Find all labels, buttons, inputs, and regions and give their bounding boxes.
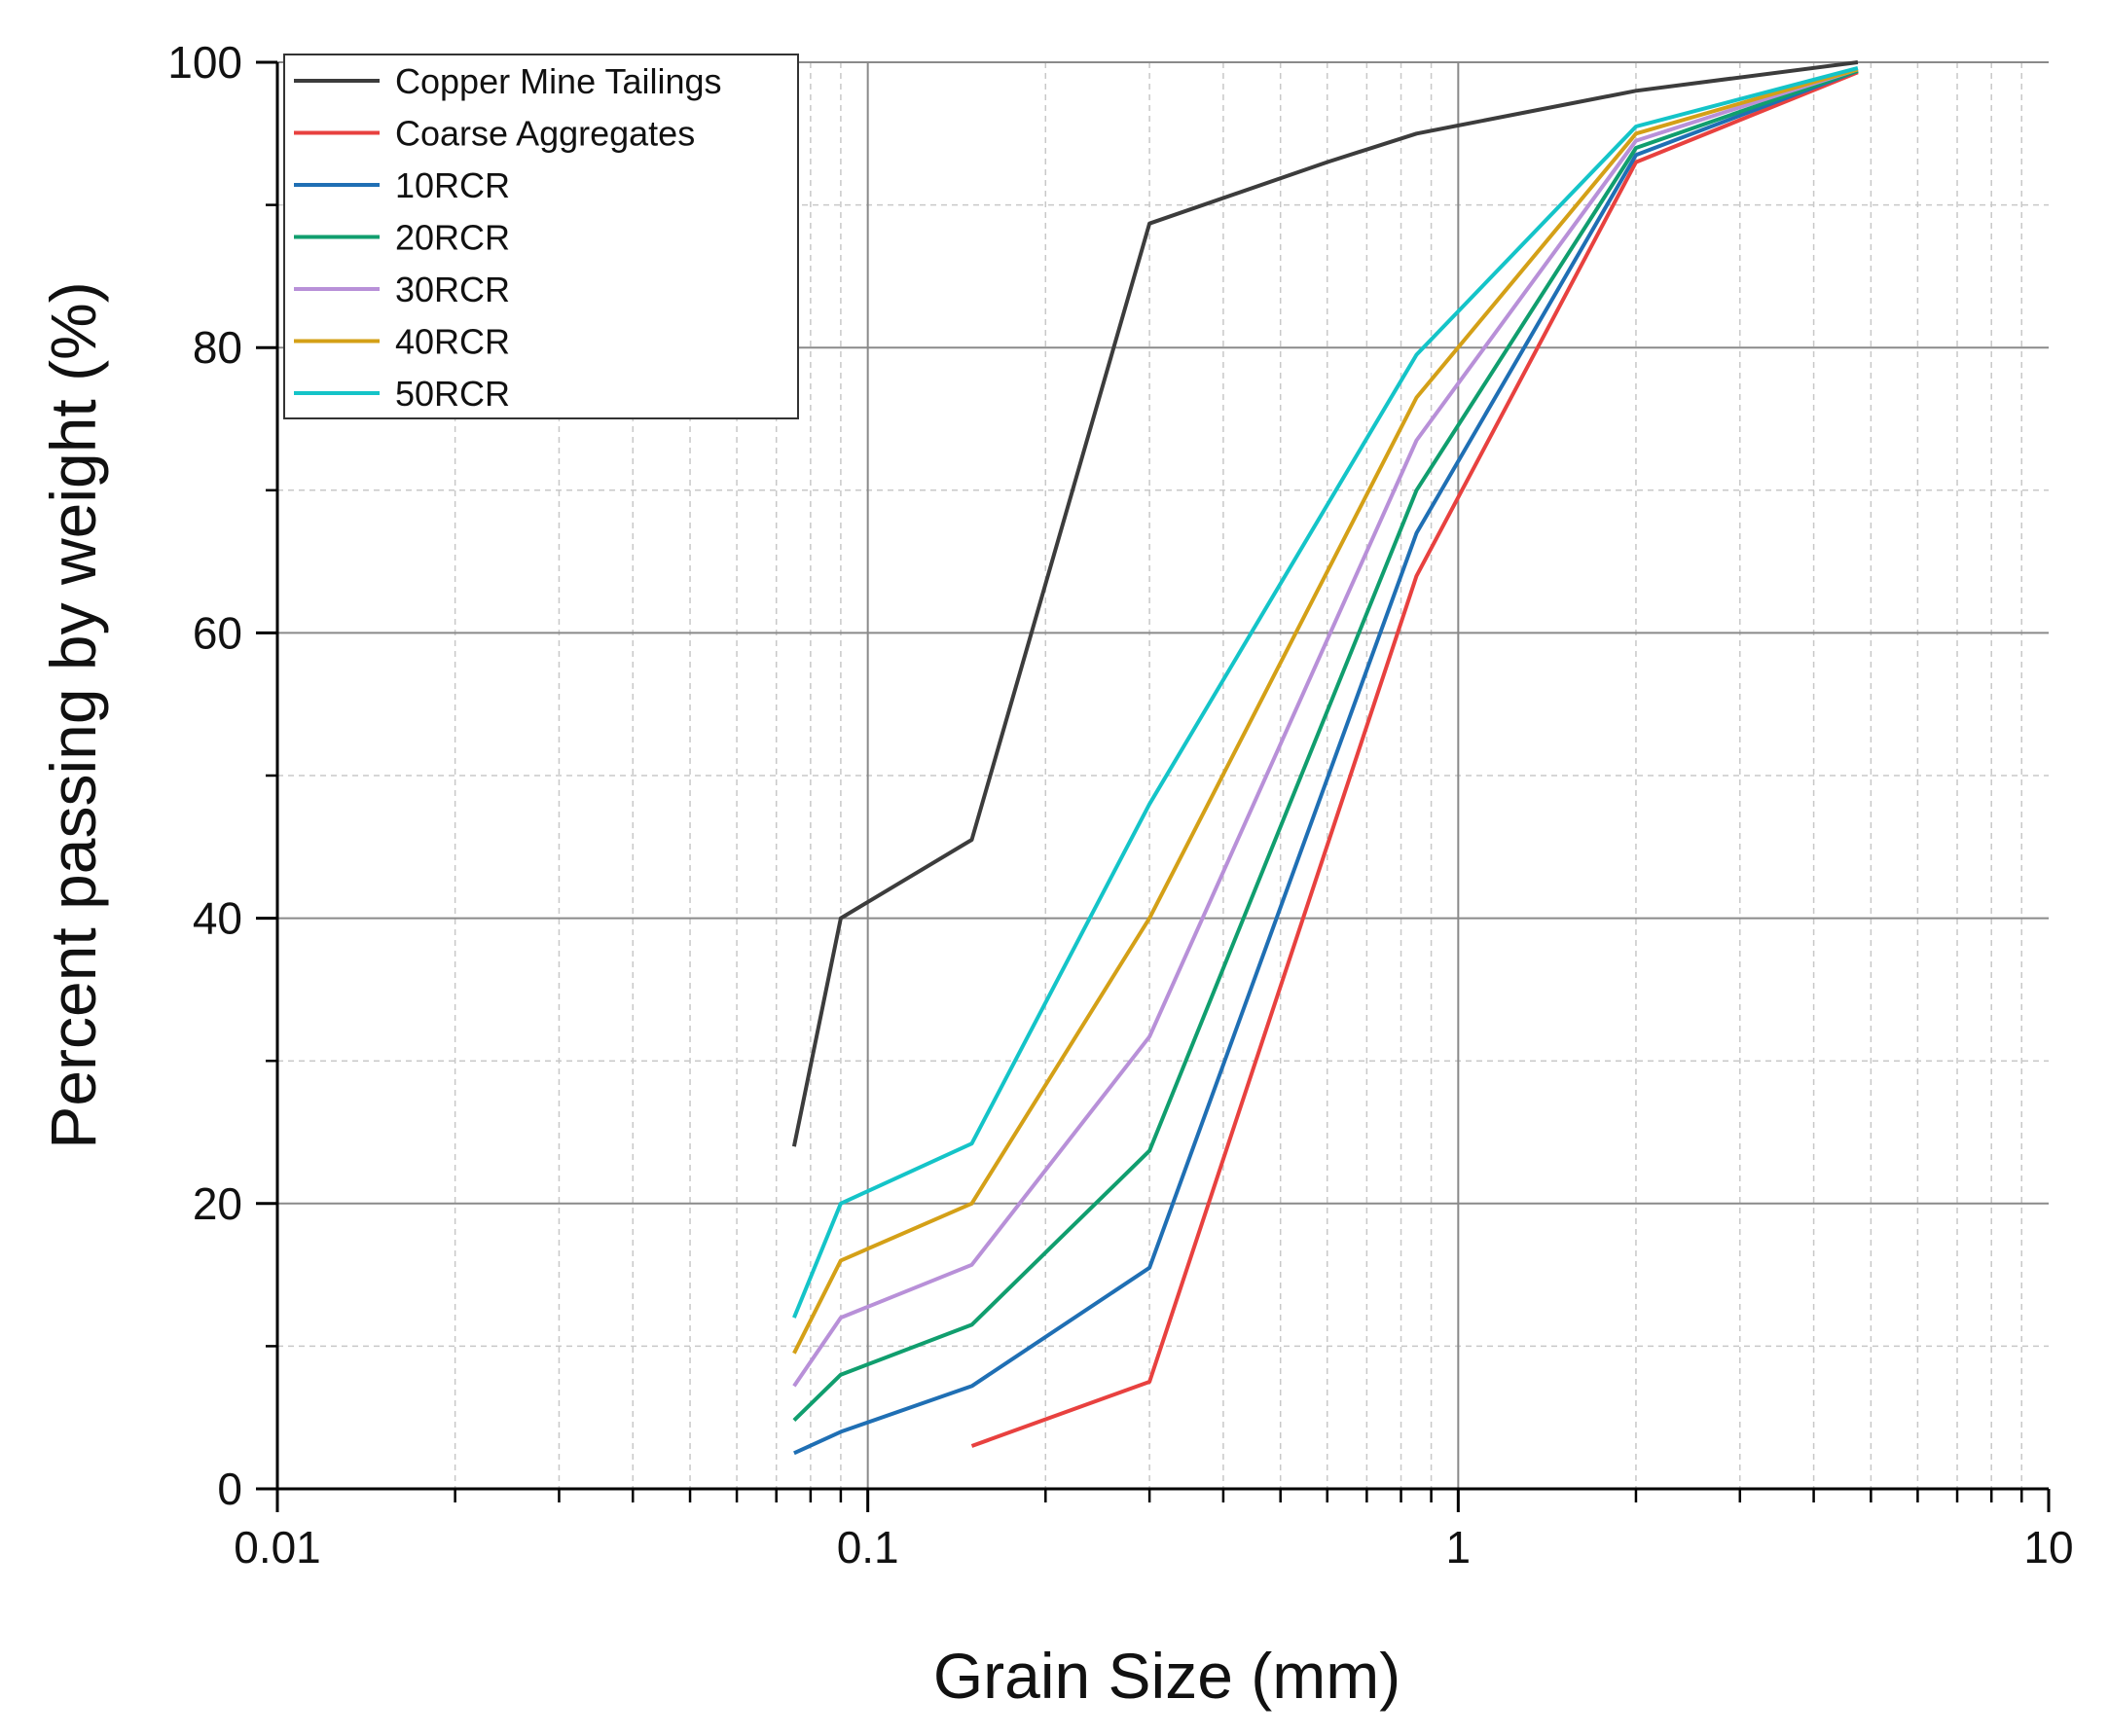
series-lines <box>791 60 1859 1456</box>
series-line-coarse-aggregates <box>970 70 1859 1448</box>
legend-label-30rcr: 30RCR <box>395 270 510 309</box>
y-tick-label: 0 <box>217 1464 242 1514</box>
legend: Copper Mine Tailings Coarse Aggregates 10R… <box>283 54 799 419</box>
legend-label-40rcr: 40RCR <box>395 322 510 362</box>
legend-label-copper-mine-tailings: Copper Mine Tailings <box>395 61 722 101</box>
legend-label-10rcr: 10RCR <box>395 165 510 205</box>
legend-label-20rcr: 20RCR <box>395 218 510 258</box>
y-tick-label: 60 <box>193 607 242 658</box>
minor-gridlines <box>277 62 2049 1489</box>
y-tick-label: 20 <box>193 1178 242 1229</box>
series-line-50rcr <box>792 65 1859 1319</box>
legend-label-50rcr: 50RCR <box>395 374 510 414</box>
series-line-20rcr <box>792 68 1859 1423</box>
series-line-copper-mine-tailings <box>791 60 1859 1147</box>
x-axis-title: Grain Size (mm) <box>933 1640 1400 1712</box>
y-tick-label: 40 <box>193 893 242 944</box>
legend-label-coarse-aggregates: Coarse Aggregates <box>395 114 695 154</box>
x-tick-label: 0.1 <box>837 1522 899 1573</box>
series-line-30rcr <box>792 67 1859 1388</box>
x-tick-label: 0.01 <box>234 1522 321 1573</box>
x-tick-label: 10 <box>2023 1522 2073 1573</box>
y-axis-title: Percent passing by weight (%) <box>37 281 109 1148</box>
series-line-10rcr <box>793 68 1859 1456</box>
x-tick-label: 1 <box>1446 1522 1472 1573</box>
y-tick-label: 80 <box>193 322 242 373</box>
y-tick-label: 100 <box>167 37 242 88</box>
series-line-40rcr <box>792 67 1859 1355</box>
